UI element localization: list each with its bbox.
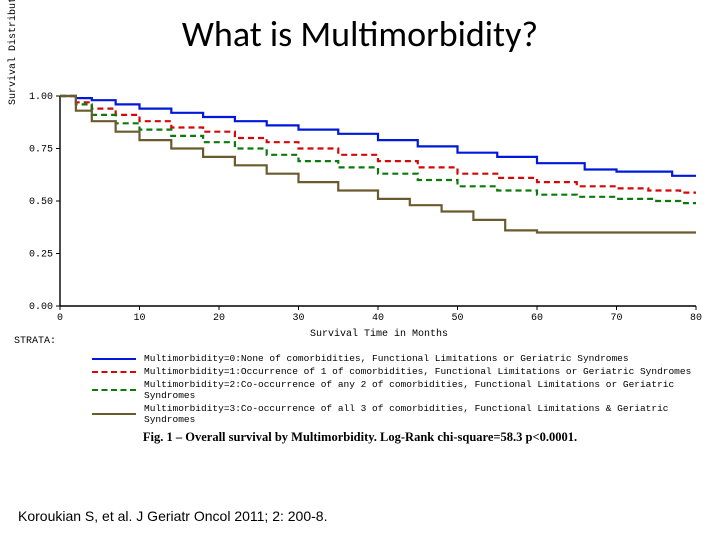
legend-swatch — [92, 371, 136, 373]
y-axis-label: Survival Distribution Function — [8, 0, 19, 120]
legend-label: Multimorbidity=1:Occurrence of 1 of como… — [144, 366, 691, 377]
svg-text:50: 50 — [451, 313, 463, 322]
survival-chart: Survival Distribution Function 0.000.250… — [14, 90, 704, 340]
legend: STRATA: Multimorbidity=0:None of comorbi… — [14, 336, 704, 427]
svg-text:30: 30 — [292, 313, 304, 322]
svg-text:0.00: 0.00 — [29, 302, 53, 313]
legend-label: Multimorbidity=3:Co-occurrence of all 3 … — [144, 403, 704, 425]
legend-swatch — [92, 389, 136, 391]
svg-text:0: 0 — [57, 313, 63, 322]
legend-label: Multimorbidity=0:None of comorbidities, … — [144, 353, 629, 364]
legend-label: Multimorbidity=2:Co-occurrence of any 2 … — [144, 379, 704, 401]
svg-text:80: 80 — [690, 313, 702, 322]
legend-row-mm1: Multimorbidity=1:Occurrence of 1 of como… — [92, 366, 704, 377]
slide-title: What is Multimorbidity? — [0, 12, 720, 56]
svg-text:0.25: 0.25 — [29, 250, 53, 261]
chart-svg: 0.00 0.25 0.50 0.75 1.00 0 10 20 30 40 50 60 70 80 — [14, 90, 704, 322]
legend-row-mm0: Multimorbidity=0:None of comorbidities, … — [92, 353, 704, 364]
legend-swatch — [92, 413, 136, 415]
legend-title: STRATA: — [14, 336, 704, 347]
svg-text:20: 20 — [213, 313, 225, 322]
svg-text:0.50: 0.50 — [29, 197, 53, 208]
svg-text:0.75: 0.75 — [29, 145, 53, 156]
svg-text:10: 10 — [133, 313, 145, 322]
svg-text:1.00: 1.00 — [29, 92, 53, 103]
figure-caption: Fig. 1 – Overall survival by Multimorbid… — [0, 430, 720, 445]
svg-text:40: 40 — [372, 313, 384, 322]
svg-text:60: 60 — [531, 313, 543, 322]
legend-row-mm2: Multimorbidity=2:Co-occurrence of any 2 … — [92, 379, 704, 401]
citation: Koroukian S, et al. J Geriatr Oncol 2011… — [18, 508, 327, 524]
legend-swatch — [92, 358, 136, 360]
legend-row-mm3: Multimorbidity=3:Co-occurrence of all 3 … — [92, 403, 704, 425]
svg-text:70: 70 — [610, 313, 622, 322]
